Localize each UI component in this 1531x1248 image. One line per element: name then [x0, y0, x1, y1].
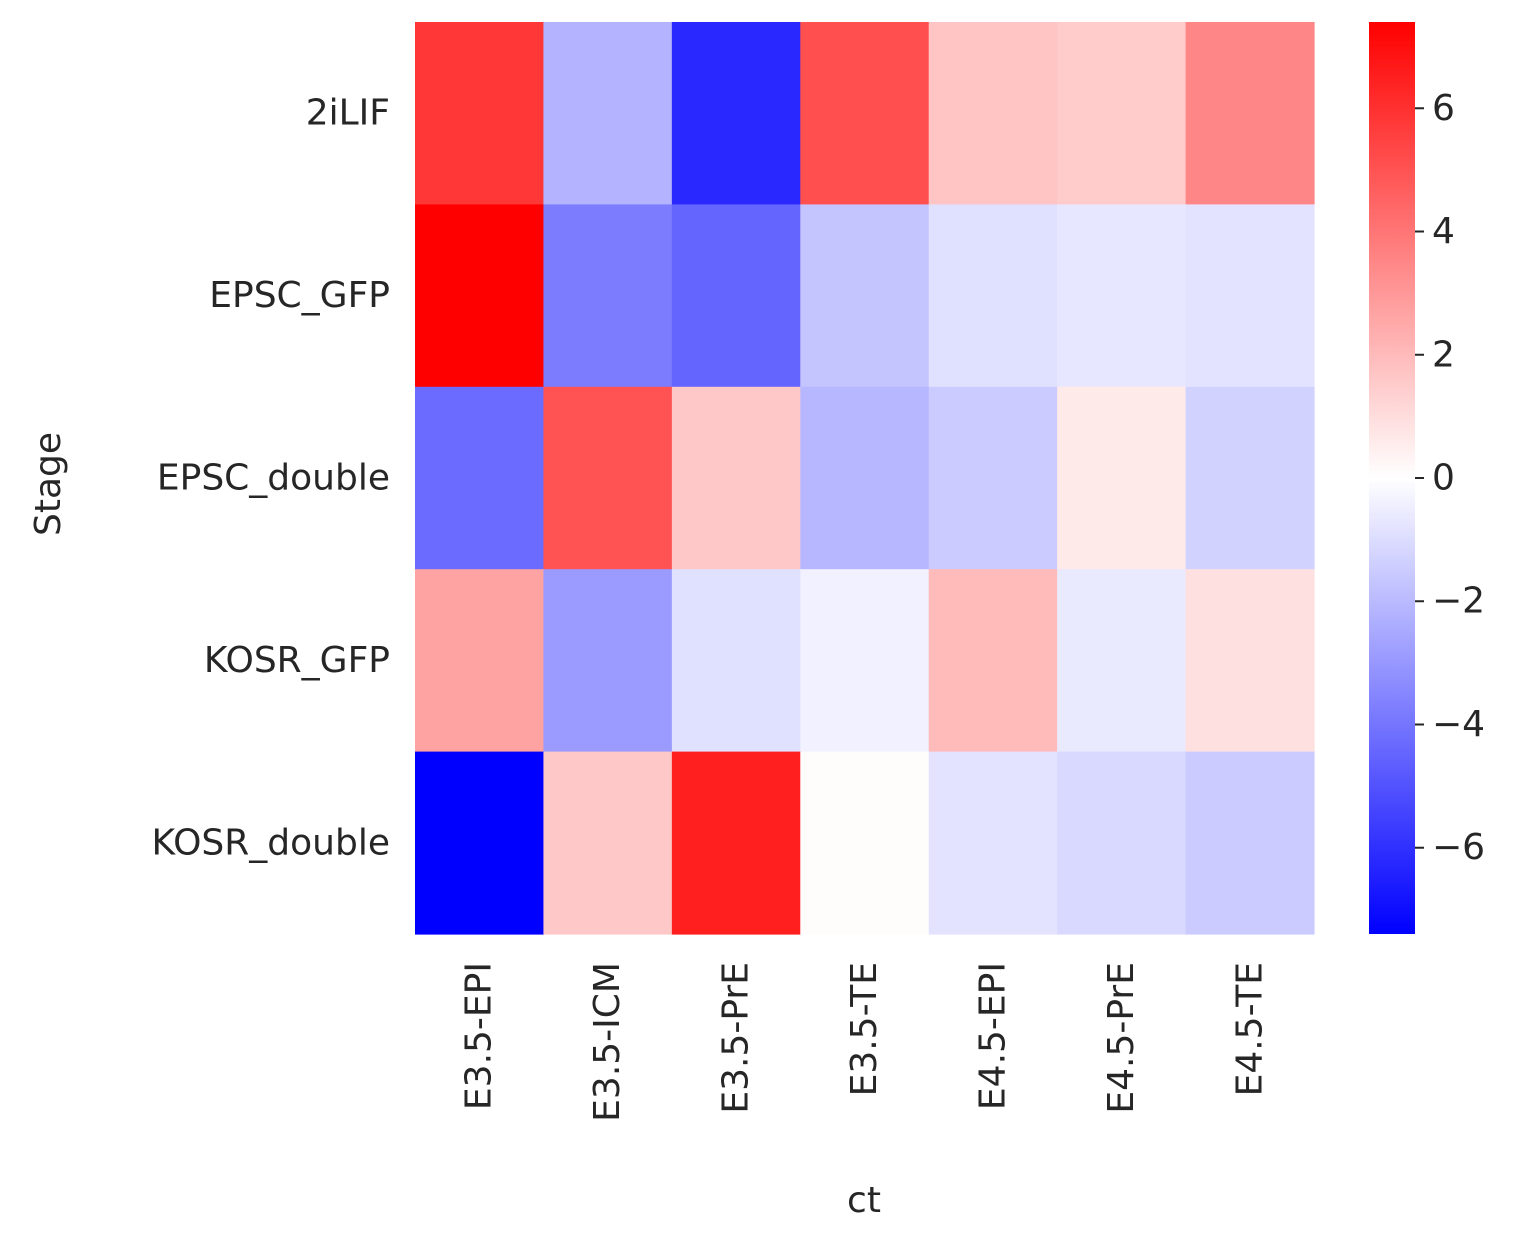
y-axis-label: Stage [28, 432, 69, 536]
heatmap-cell [415, 569, 545, 753]
heatmap-cell [415, 751, 545, 935]
heatmap-cell [543, 569, 673, 753]
y-tick-label: KOSR_double [151, 822, 390, 863]
heatmap-cell [1185, 386, 1315, 570]
heatmap-cell [1185, 22, 1315, 205]
heatmap-cell [1057, 751, 1187, 935]
heatmap-cell [671, 569, 801, 753]
colorbar-tick-label: 6 [1432, 88, 1455, 129]
heatmap-cell [1185, 204, 1315, 388]
colorbar-tick-label: 0 [1432, 458, 1455, 499]
heatmap-cell [800, 569, 930, 753]
heatmap-cell [543, 204, 673, 388]
colorbar-ticks: 6 4 2 0 −2 −4 −6 [1415, 88, 1485, 868]
heatmap-cell [928, 22, 1058, 205]
heatmap-cell [543, 22, 673, 205]
heatmap-cell [800, 386, 930, 570]
heatmap-cell [671, 204, 801, 388]
colorbar-tick-label: −6 [1432, 827, 1485, 868]
heatmap-cell [928, 751, 1058, 935]
heatmap-cell [1057, 22, 1187, 205]
x-axis-label: ct [847, 1180, 881, 1221]
heatmap-cells [415, 22, 1315, 935]
heatmap-cell [800, 751, 930, 935]
heatmap-cell [671, 22, 801, 205]
x-tick-label: E4.5-TE [1229, 962, 1270, 1096]
y-tick-label: EPSC_double [157, 458, 390, 499]
heatmap-cell [671, 751, 801, 935]
colorbar-tick-label: −4 [1432, 704, 1485, 745]
x-tick-label: E3.5-ICM [587, 962, 628, 1122]
heatmap-cell [415, 386, 545, 570]
y-tick-label: 2iLIF [306, 93, 390, 134]
colorbar-tick-label: 2 [1432, 334, 1455, 375]
heatmap-cell [1057, 569, 1187, 753]
heatmap-cell [1057, 204, 1187, 388]
heatmap-cell [800, 204, 930, 388]
heatmap-cell [928, 204, 1058, 388]
x-tick-label: E4.5-PrE [1101, 962, 1142, 1114]
y-tick-label: KOSR_GFP [204, 640, 390, 681]
x-tick-label: E3.5-EPI [459, 962, 500, 1110]
heatmap-cell [415, 22, 545, 205]
heatmap-cell [1185, 569, 1315, 753]
heatmap-cell [928, 569, 1058, 753]
heatmap-cell [543, 751, 673, 935]
y-tick-label: EPSC_GFP [209, 275, 390, 316]
heatmap-cell [1057, 386, 1187, 570]
x-tick-label: E3.5-PrE [716, 962, 757, 1114]
x-tick-label: E4.5-EPI [972, 962, 1013, 1110]
x-tick-labels: E3.5-EPI E3.5-ICM E3.5-PrE E3.5-TE E4.5-EPI E… [459, 962, 1271, 1122]
heatmap-cell [1185, 751, 1315, 935]
x-tick-label: E3.5-TE [844, 962, 885, 1096]
heatmap-cell [928, 386, 1058, 570]
heatmap-cell [800, 22, 930, 205]
colorbar-tick-label: −2 [1432, 581, 1485, 622]
colorbar [1369, 22, 1415, 934]
heatmap-cell [415, 204, 545, 388]
colorbar-tick-label: 4 [1432, 211, 1455, 252]
heatmap-cell [671, 386, 801, 570]
y-tick-labels: 2iLIF EPSC_GFP EPSC_double KOSR_GFP KOSR_dou… [151, 93, 390, 864]
heatmap-cell [543, 386, 673, 570]
